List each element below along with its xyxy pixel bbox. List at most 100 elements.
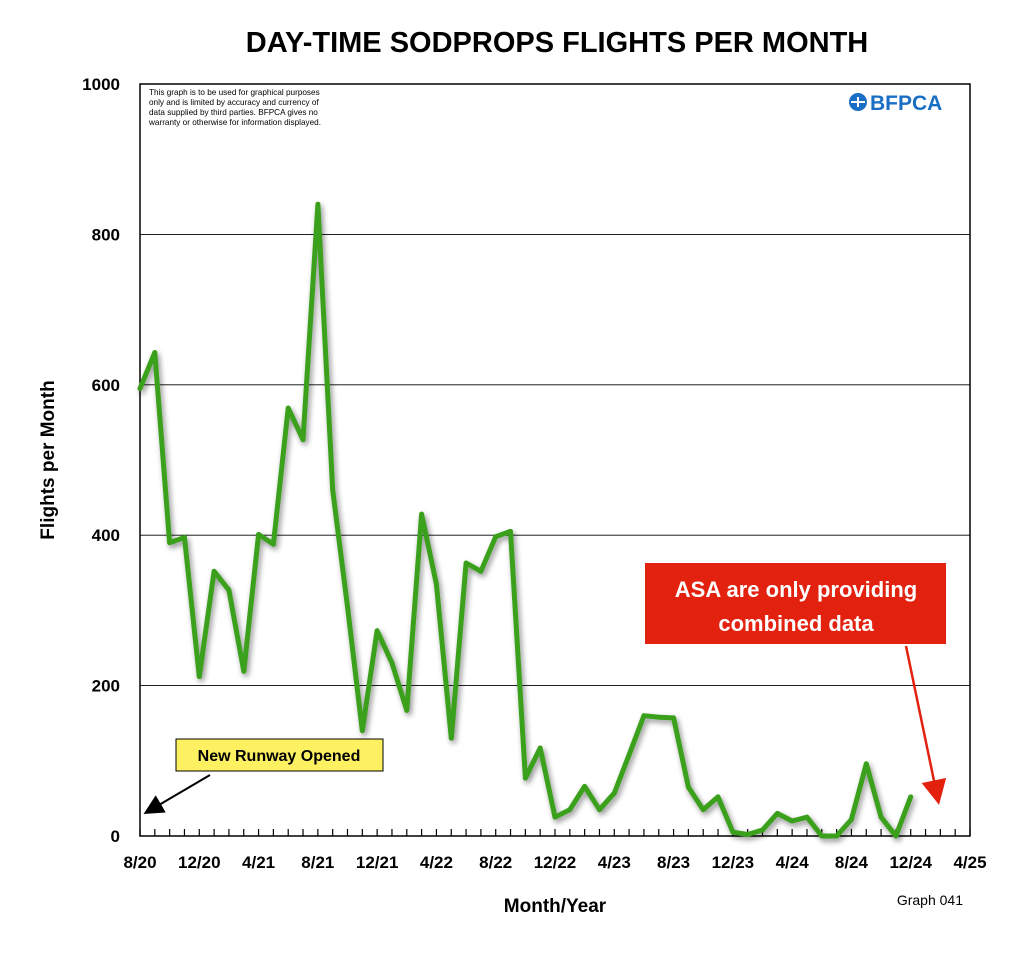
data-point bbox=[241, 668, 247, 674]
data-point bbox=[834, 833, 840, 839]
data-point bbox=[182, 535, 187, 540]
data-point bbox=[330, 487, 336, 493]
x-tick-label: 8/24 bbox=[835, 853, 869, 872]
data-point bbox=[626, 752, 632, 758]
disclaimer-text: This graph is to be used for graphical p… bbox=[148, 88, 321, 127]
data-point bbox=[730, 829, 736, 835]
asa-callout-box bbox=[645, 563, 946, 644]
data-point bbox=[685, 784, 691, 790]
logo-plane-mark bbox=[851, 97, 865, 107]
data-point bbox=[196, 674, 202, 679]
x-tick-label: 4/21 bbox=[242, 853, 275, 872]
data-point bbox=[819, 833, 825, 839]
data-points bbox=[137, 201, 914, 839]
x-tick-label: 8/23 bbox=[657, 853, 690, 872]
data-point bbox=[404, 708, 410, 713]
x-tick-label: 4/23 bbox=[598, 853, 631, 872]
data-point bbox=[804, 814, 810, 820]
runway-callout-text: New Runway Opened bbox=[198, 748, 361, 765]
disclaimer-line-2: only and is limited by accuracy and curr… bbox=[149, 98, 319, 107]
data-point bbox=[211, 568, 217, 574]
data-point bbox=[863, 761, 869, 767]
data-point bbox=[567, 807, 573, 813]
y-axis-label: Flights per Month bbox=[38, 380, 59, 539]
x-tick-label: 12/24 bbox=[889, 853, 932, 872]
x-tick-label: 12/23 bbox=[712, 853, 755, 872]
bfpca-logo: BFPCA bbox=[849, 92, 942, 115]
data-point bbox=[715, 794, 721, 800]
y-tick-label: 200 bbox=[92, 677, 120, 696]
x-tick-label: 12/22 bbox=[534, 853, 577, 872]
asa-arrow bbox=[904, 645, 947, 805]
data-point bbox=[597, 807, 602, 813]
x-tick-label: 8/20 bbox=[123, 853, 156, 872]
data-point bbox=[878, 814, 884, 820]
data-point bbox=[893, 833, 899, 839]
data-point bbox=[641, 713, 647, 719]
asa-callout-line-2: combined data bbox=[718, 611, 874, 636]
data-point bbox=[434, 581, 439, 587]
data-point bbox=[582, 783, 588, 789]
x-tick-label: 4/24 bbox=[776, 853, 810, 872]
data-point bbox=[300, 437, 306, 443]
data-point bbox=[671, 715, 676, 721]
data-point bbox=[656, 714, 662, 720]
disclaimer-line-4: warranty or otherwise for information di… bbox=[148, 118, 321, 127]
data-point bbox=[508, 529, 513, 534]
disclaimer-line-3: data supplied by third parties. BFPCA gi… bbox=[149, 108, 318, 117]
data-point bbox=[359, 728, 365, 734]
x-axis-label: Month/Year bbox=[504, 896, 607, 917]
disclaimer-line-1: This graph is to be used for graphical p… bbox=[149, 88, 320, 97]
data-point bbox=[137, 386, 143, 391]
data-point bbox=[700, 807, 706, 813]
data-point bbox=[774, 811, 780, 816]
data-point bbox=[389, 660, 395, 666]
data-point bbox=[167, 540, 173, 546]
data-point bbox=[226, 587, 232, 593]
data-point bbox=[552, 814, 558, 820]
x-tick-label: 12/21 bbox=[356, 853, 399, 872]
plot-frame bbox=[139, 83, 971, 837]
data-point bbox=[256, 532, 261, 537]
data-point bbox=[448, 735, 454, 741]
data-point bbox=[760, 827, 765, 833]
x-axis-ticks: 8/20 12/20 4/21 8/21 12/21 4/22 8/22 12/22 4/23 8… bbox=[123, 829, 987, 872]
data-point bbox=[315, 201, 321, 207]
y-axis-ticks: 0 200 400 600 800 1000 bbox=[82, 75, 120, 846]
x-tick-label: 8/21 bbox=[301, 853, 334, 872]
data-point bbox=[374, 628, 380, 634]
data-point bbox=[522, 775, 528, 781]
data-point bbox=[745, 832, 751, 837]
x-tick-label: 8/22 bbox=[479, 853, 512, 872]
graph-number: Graph 041 bbox=[897, 892, 963, 908]
data-point bbox=[285, 405, 291, 411]
data-point bbox=[849, 817, 854, 822]
data-point bbox=[611, 790, 617, 796]
runway-arrow bbox=[143, 774, 211, 815]
x-tick-label: 4/22 bbox=[420, 853, 453, 872]
y-tick-label: 400 bbox=[92, 526, 120, 545]
data-point bbox=[478, 568, 484, 574]
data-point bbox=[537, 745, 543, 751]
data-point bbox=[493, 534, 499, 540]
logo-text: BFPCA bbox=[870, 92, 942, 115]
asa-callout: ASA are only providing combined data bbox=[645, 563, 947, 805]
x-tick-label: 4/25 bbox=[953, 853, 986, 872]
data-point bbox=[152, 350, 158, 355]
runway-callout-box bbox=[175, 738, 384, 772]
chart-title: DAY-TIME SODPROPS FLIGHTS PER MONTH bbox=[246, 27, 868, 59]
x-tick-label: 12/20 bbox=[178, 853, 221, 872]
data-point bbox=[789, 818, 795, 824]
asa-callout-line-1: ASA are only providing bbox=[675, 577, 917, 602]
y-tick-label: 1000 bbox=[82, 75, 120, 94]
y-tick-label: 600 bbox=[92, 376, 120, 395]
gridlines bbox=[140, 233, 970, 687]
data-point bbox=[270, 541, 276, 547]
data-point bbox=[908, 794, 914, 800]
data-point bbox=[419, 511, 425, 517]
y-tick-label: 0 bbox=[111, 827, 120, 846]
runway-callout: New Runway Opened bbox=[143, 738, 384, 815]
data-point bbox=[463, 560, 469, 566]
data-point bbox=[345, 604, 350, 610]
